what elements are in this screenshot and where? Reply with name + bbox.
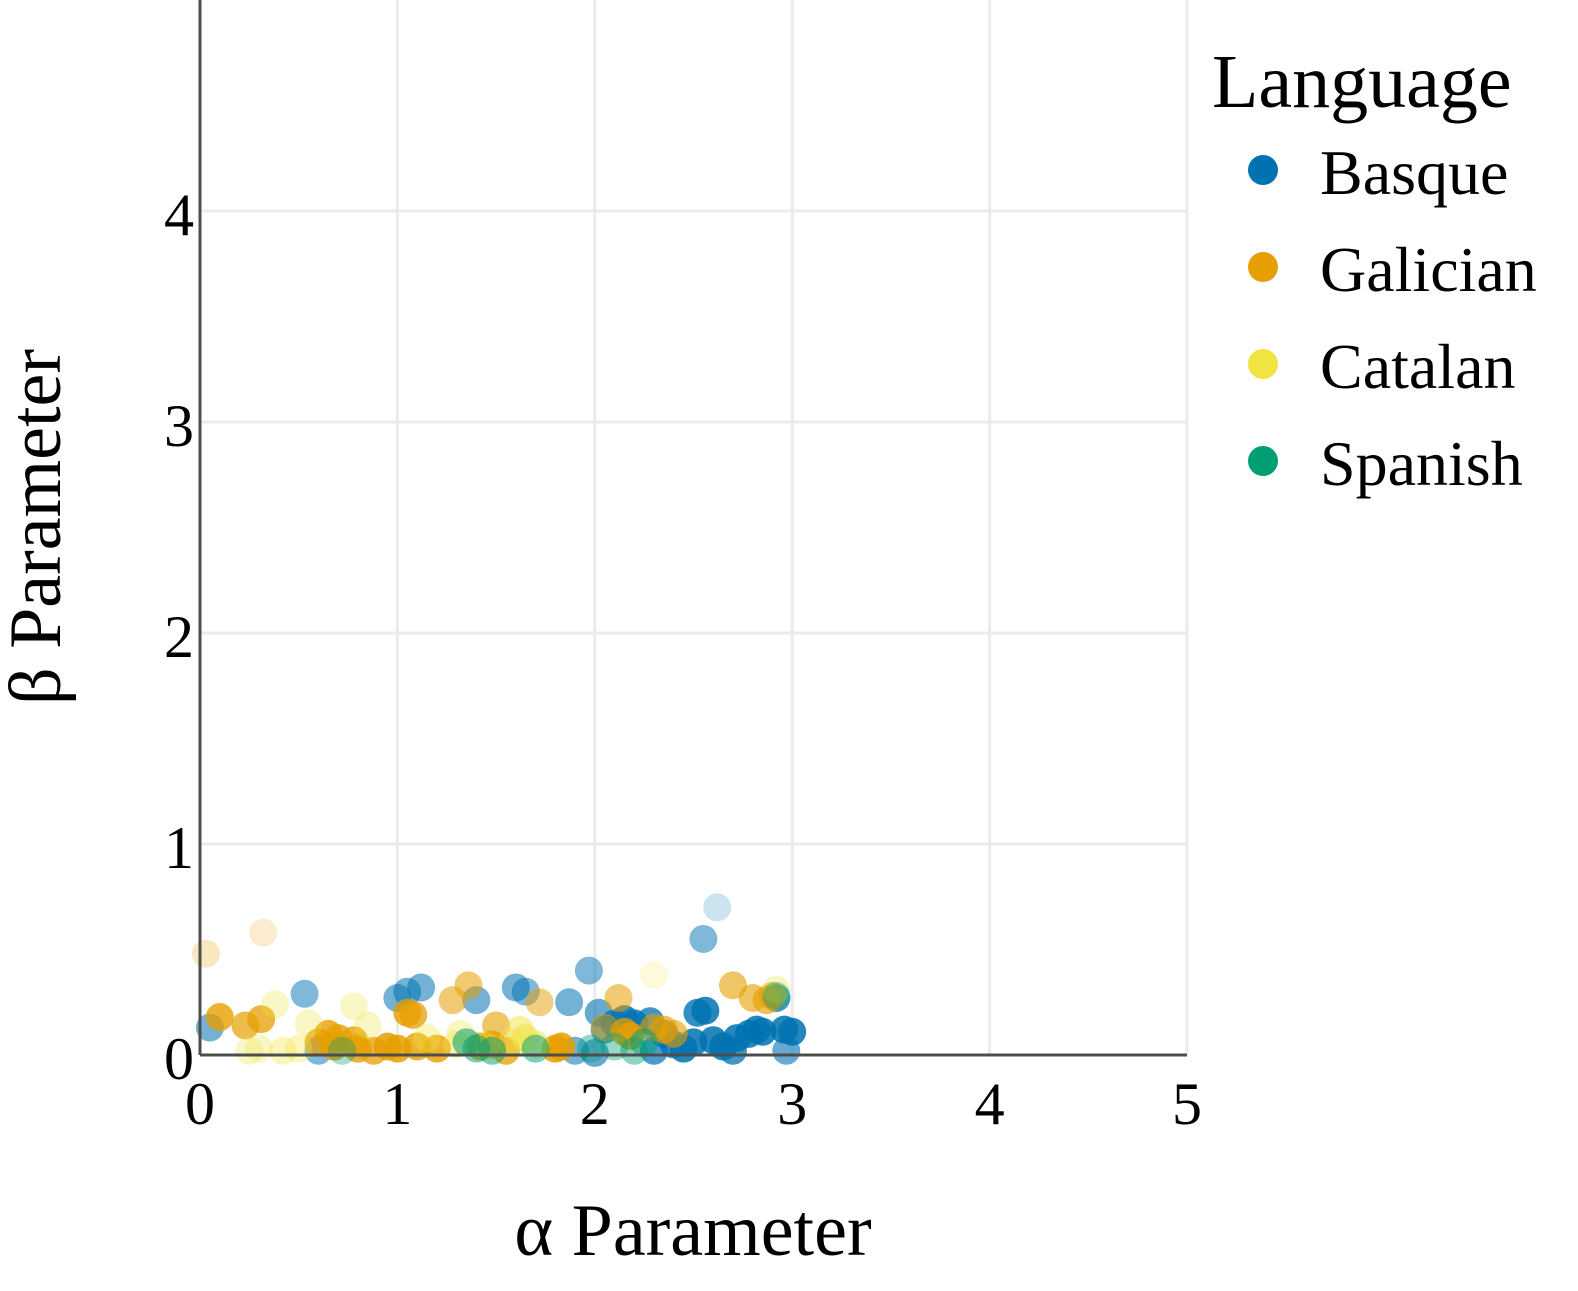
x-tick-labels: 0 1 2 3 4 5 [185,1071,1202,1137]
x-tick-label: 1 [382,1071,412,1137]
data-point [290,979,319,1008]
data-point [284,1034,313,1063]
data-points [191,893,807,1067]
data-point [555,988,584,1017]
grid [200,0,1189,1055]
y-tick-label: 1 [164,815,194,881]
legend-item-catalan: Catalan [1248,331,1515,402]
legend-swatch [1248,155,1278,185]
y-tick-label: 3 [164,393,194,459]
data-point [525,988,554,1017]
data-point [247,1005,276,1034]
data-point [691,996,720,1025]
legend-swatch [1248,446,1278,476]
data-point [762,975,791,1004]
data-point [454,971,483,1000]
series-spanish [328,981,791,1065]
data-point [191,939,220,968]
y-tick-label: 0 [164,1026,194,1092]
data-point [205,1003,234,1032]
legend-swatch [1248,349,1278,379]
y-tick-label: 2 [164,604,194,670]
data-point [703,893,732,922]
legend-item-basque: Basque [1248,137,1508,208]
data-point [413,1024,442,1053]
legend-title: Language [1212,40,1512,124]
x-tick-label: 2 [580,1071,610,1137]
legend-item-galician: Galician [1248,234,1537,305]
data-point [261,990,290,1019]
data-point [235,1036,264,1065]
legend-label: Galician [1320,234,1537,305]
legend-label: Basque [1320,137,1508,208]
data-point [339,992,368,1021]
x-tick-label: 3 [777,1071,807,1137]
data-point [748,1017,777,1046]
data-point [689,924,718,953]
x-axis-title: α Parameter [514,1190,871,1272]
legend-item-spanish: Spanish [1248,428,1523,499]
data-point [304,1028,333,1057]
data-point [249,918,278,947]
legend-label: Catalan [1320,331,1515,402]
data-point [294,1009,323,1038]
axes [198,0,1187,1057]
data-point [407,973,436,1002]
x-tick-label: 5 [1172,1071,1202,1137]
x-tick-label: 4 [975,1071,1005,1137]
data-point [762,981,791,1010]
data-point [478,1036,507,1065]
data-point [718,1036,747,1065]
data-point [659,1019,688,1048]
data-point [521,1034,550,1063]
legend-label: Spanish [1320,428,1523,499]
data-point [772,1036,801,1065]
data-point [758,981,787,1010]
data-point [353,1011,382,1040]
data-point [630,1028,659,1057]
legend-swatch [1248,252,1278,282]
x-tick-label: 0 [185,1071,215,1137]
y-tick-labels: 0 1 2 3 4 [164,182,194,1092]
data-point [604,984,633,1013]
data-point [268,1036,297,1065]
legend: Language Basque Galician Catalan Spanish [1212,40,1537,499]
y-axis-title: β Parameter [0,349,77,705]
data-point [482,1011,511,1040]
data-point [574,956,603,985]
legend-items: Basque Galician Catalan Spanish [1248,137,1537,499]
data-point [576,1034,605,1063]
y-tick-label: 4 [164,182,194,248]
data-point [640,960,669,989]
data-point [328,1036,357,1065]
data-point [399,1000,428,1029]
